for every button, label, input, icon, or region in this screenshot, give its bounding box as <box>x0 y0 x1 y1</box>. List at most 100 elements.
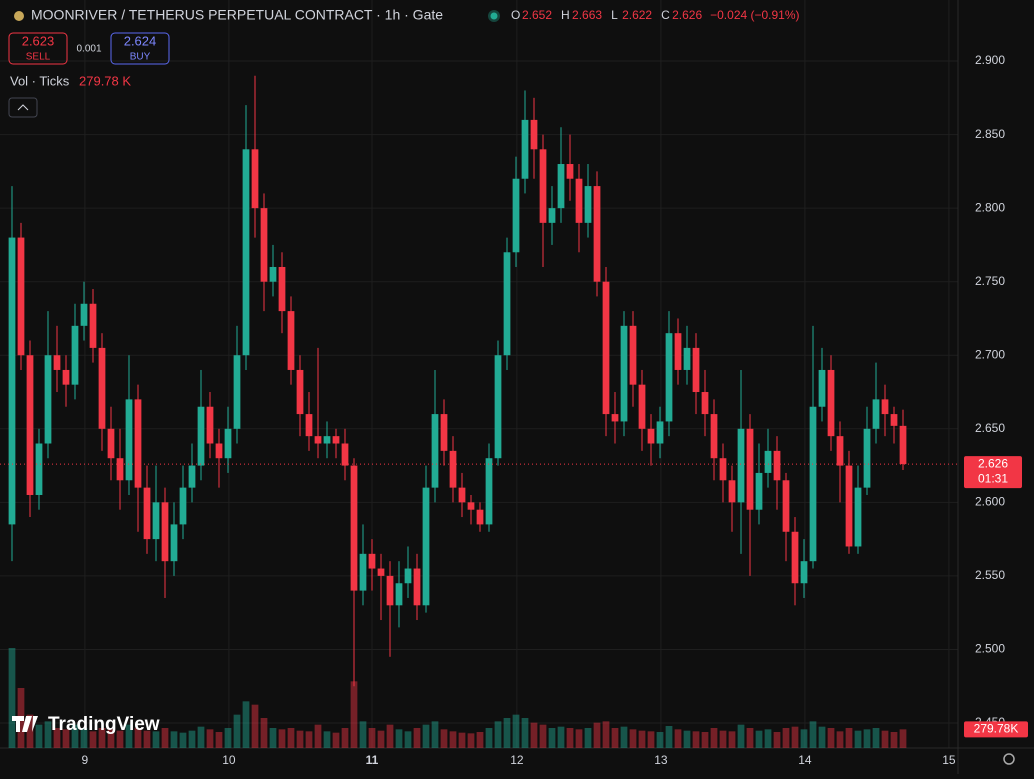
candle-body <box>539 149 547 223</box>
volume-bar <box>575 729 583 748</box>
volume-bar <box>35 724 43 748</box>
volume-bar <box>719 730 727 748</box>
candle-body <box>350 465 358 591</box>
candle-body <box>674 333 682 370</box>
volume-bar <box>746 728 754 748</box>
volume-bar <box>773 732 781 748</box>
volume-bar <box>44 721 52 748</box>
x-tick-label: 11 <box>366 753 379 767</box>
candle-body <box>368 553 376 569</box>
volume-bar <box>800 729 808 748</box>
candle-body <box>638 384 646 429</box>
candle-body <box>44 355 52 444</box>
ohlc-label: O <box>511 8 520 22</box>
logo-icon <box>12 716 38 732</box>
candle-body <box>188 465 196 488</box>
volume-bar <box>467 733 475 748</box>
buy-button[interactable] <box>110 32 170 65</box>
candle-body <box>494 355 502 459</box>
volume-bar <box>665 726 673 748</box>
volume-bar <box>332 732 340 748</box>
sell-price: 2.623 <box>22 33 55 48</box>
y-tick-label: 2.850 <box>975 127 1005 141</box>
candle-body <box>692 347 700 393</box>
volume-bar <box>602 721 610 748</box>
volume-bar <box>260 718 268 748</box>
candle-body <box>899 425 907 465</box>
candle-body <box>458 487 466 503</box>
candle-body <box>341 443 349 466</box>
buy-label: BUY <box>130 52 151 63</box>
volume-bar <box>368 728 376 748</box>
volume-bar <box>485 728 493 748</box>
symbol-title: MOONRIVER / TETHERUS PERPETUAL CONTRACT … <box>31 7 443 23</box>
volume-bar <box>854 730 862 748</box>
candle-body <box>332 436 340 444</box>
ohlc-label: L <box>611 8 618 22</box>
sell-button[interactable] <box>8 32 68 65</box>
volume-bar <box>710 728 718 748</box>
volume-bar <box>458 732 466 748</box>
candle-body <box>440 414 448 451</box>
volume-bar <box>359 721 367 748</box>
candle-body <box>89 303 97 348</box>
candle-body <box>647 428 655 444</box>
volume-bar <box>161 728 169 748</box>
volume-bar <box>548 728 556 748</box>
candle-body <box>431 414 439 488</box>
y-tick-label: 2.800 <box>975 200 1005 214</box>
volume-bar <box>413 728 421 748</box>
volume-bar <box>539 724 547 748</box>
volume-bar <box>476 732 484 748</box>
candle-body <box>35 443 43 495</box>
volume-bar <box>305 731 313 748</box>
y-tick-label: 2.500 <box>975 642 1005 656</box>
candle-body <box>62 369 70 385</box>
candle-body <box>503 252 511 356</box>
candle-body <box>143 487 151 540</box>
candle-body <box>224 428 232 459</box>
volume-bar <box>89 731 97 748</box>
volume-bar <box>863 729 871 748</box>
candle-body <box>116 458 124 481</box>
volume-bar <box>71 724 79 748</box>
candle-body <box>8 237 16 525</box>
volume-bar <box>395 729 403 748</box>
y-tick-label: 2.750 <box>975 274 1005 288</box>
candle-body <box>791 531 799 584</box>
candle-body <box>881 399 889 415</box>
candle-body <box>764 450 772 473</box>
volume-bar <box>791 726 799 748</box>
candle-body <box>629 325 637 385</box>
y-tick-label: 2.550 <box>975 568 1005 582</box>
volume-bar <box>629 729 637 748</box>
candle-body <box>845 465 853 547</box>
volume-bar <box>206 729 214 748</box>
candle-body <box>296 369 304 415</box>
candle-body <box>98 347 106 429</box>
volume-bar <box>134 728 142 748</box>
y-tick-label: 2.900 <box>975 53 1005 67</box>
candle-body <box>125 399 133 481</box>
candle-body <box>737 428 745 503</box>
volume-bar <box>899 729 907 748</box>
candle-body <box>170 524 178 562</box>
volume-bar <box>107 729 115 748</box>
volume-bar <box>692 731 700 748</box>
ohlc-value: 2.622 <box>622 8 652 22</box>
countdown: 01:31 <box>978 471 1008 485</box>
volume-bar <box>872 728 880 748</box>
volume-bar <box>188 730 196 748</box>
ohlc-label: H <box>561 8 570 22</box>
candle-body <box>278 266 286 312</box>
buy-price: 2.624 <box>124 33 157 48</box>
ohlc-value: 2.626 <box>672 8 702 22</box>
volume-bar <box>197 726 205 748</box>
volume-bar <box>287 728 295 748</box>
settings-icon[interactable] <box>1003 753 1015 765</box>
volume-bar <box>152 731 160 748</box>
volume-bar <box>143 730 151 748</box>
collapse-button[interactable] <box>8 97 38 118</box>
volume-bar <box>26 714 34 748</box>
volume-bar <box>494 721 502 748</box>
